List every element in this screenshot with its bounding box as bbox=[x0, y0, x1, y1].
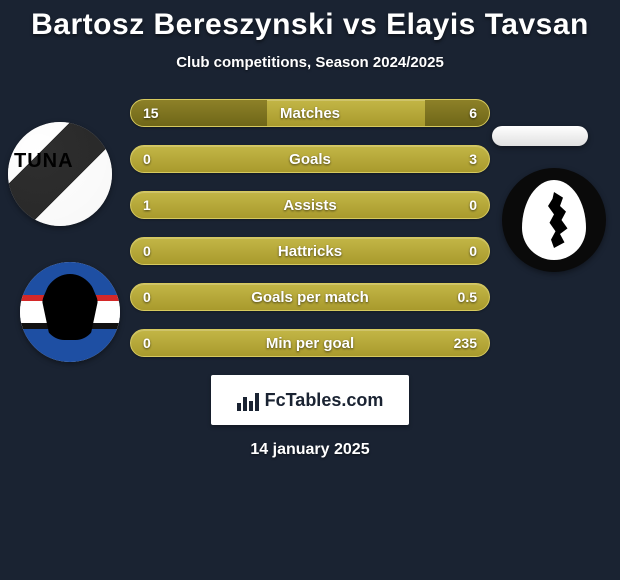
bar-row-hattricks: 0 Hattricks 0 bbox=[130, 237, 490, 265]
bar-fill-right bbox=[425, 100, 489, 126]
bar-label: Assists bbox=[131, 192, 489, 218]
bar-value-right: 235 bbox=[454, 330, 477, 356]
bar-value-left: 0 bbox=[143, 238, 151, 264]
player-right-avatar bbox=[492, 126, 588, 146]
bar-value-right: 0.5 bbox=[458, 284, 477, 310]
bar-row-assists: 1 Assists 0 bbox=[130, 191, 490, 219]
bar-value-right: 0 bbox=[469, 238, 477, 264]
brand-text: FcTables.com bbox=[265, 390, 384, 411]
bar-value-right: 0 bbox=[469, 192, 477, 218]
bar-value-left: 0 bbox=[143, 330, 151, 356]
comparison-card: Bartosz Bereszynski vs Elayis Tavsan Clu… bbox=[0, 0, 620, 580]
player-left-jersey-text: TUNA bbox=[14, 150, 74, 173]
club-left-badge bbox=[20, 262, 120, 362]
date-label: 14 january 2025 bbox=[0, 441, 620, 459]
bar-value-left: 0 bbox=[143, 284, 151, 310]
comparison-bars: 15 Matches 6 0 Goals 3 1 Assists 0 0 Hat… bbox=[130, 99, 490, 357]
bar-value-left: 1 bbox=[143, 192, 151, 218]
bar-row-goals: 0 Goals 3 bbox=[130, 145, 490, 173]
bar-label: Min per goal bbox=[131, 330, 489, 356]
bar-row-min-per-goal: 0 Min per goal 235 bbox=[130, 329, 490, 357]
bar-value-right: 3 bbox=[469, 146, 477, 172]
bar-fill-left bbox=[131, 100, 267, 126]
bar-label: Hattricks bbox=[131, 238, 489, 264]
bar-label: Goals per match bbox=[131, 284, 489, 310]
player-left-jersey bbox=[8, 122, 112, 226]
subtitle: Club competitions, Season 2024/2025 bbox=[0, 54, 620, 71]
bar-value-left: 0 bbox=[143, 146, 151, 172]
club-right-inner bbox=[522, 180, 586, 260]
club-right-badge bbox=[502, 168, 606, 272]
brand-chart-icon bbox=[237, 389, 259, 411]
footer-brand-badge: FcTables.com bbox=[211, 375, 409, 425]
bar-label: Goals bbox=[131, 146, 489, 172]
club-right-seahorse-icon bbox=[539, 192, 569, 248]
bar-row-matches: 15 Matches 6 bbox=[130, 99, 490, 127]
player-left-avatar: TUNA bbox=[8, 122, 112, 226]
club-left-silhouette-icon bbox=[42, 274, 98, 340]
bar-row-goals-per-match: 0 Goals per match 0.5 bbox=[130, 283, 490, 311]
page-title: Bartosz Bereszynski vs Elayis Tavsan bbox=[0, 8, 620, 42]
